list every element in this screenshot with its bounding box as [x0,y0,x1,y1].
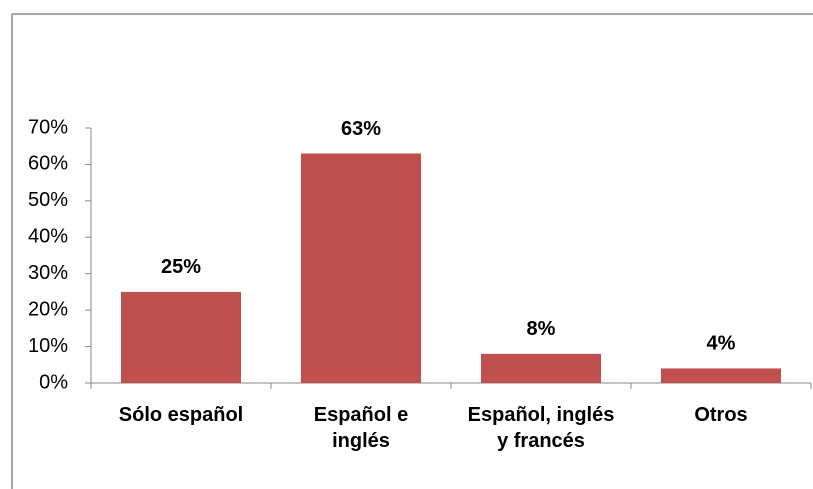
y-tick-label: 60% [28,153,68,175]
x-tick-label: Otros [694,404,748,426]
bar [481,353,601,383]
value-label: 25% [161,256,201,278]
y-tick-label: 70% [28,116,68,138]
bar [121,291,241,383]
x-tick-label: Español, inglés y francés [467,404,615,452]
bar [661,368,781,383]
x-tick-label: Sólo español [118,404,244,426]
y-tick-label: 20% [28,298,68,320]
value-label: 4% [707,333,736,355]
bar [301,153,421,383]
y-tick-label: 0% [39,371,68,393]
y-tick-label: 10% [28,335,68,357]
y-tick-label: 50% [28,189,68,211]
y-tick-label: 30% [28,262,68,284]
y-tick-label: 40% [28,226,68,248]
value-label: 63% [341,118,381,140]
x-tick-label: Español e inglés [313,404,409,452]
value-label: 8% [527,318,556,340]
